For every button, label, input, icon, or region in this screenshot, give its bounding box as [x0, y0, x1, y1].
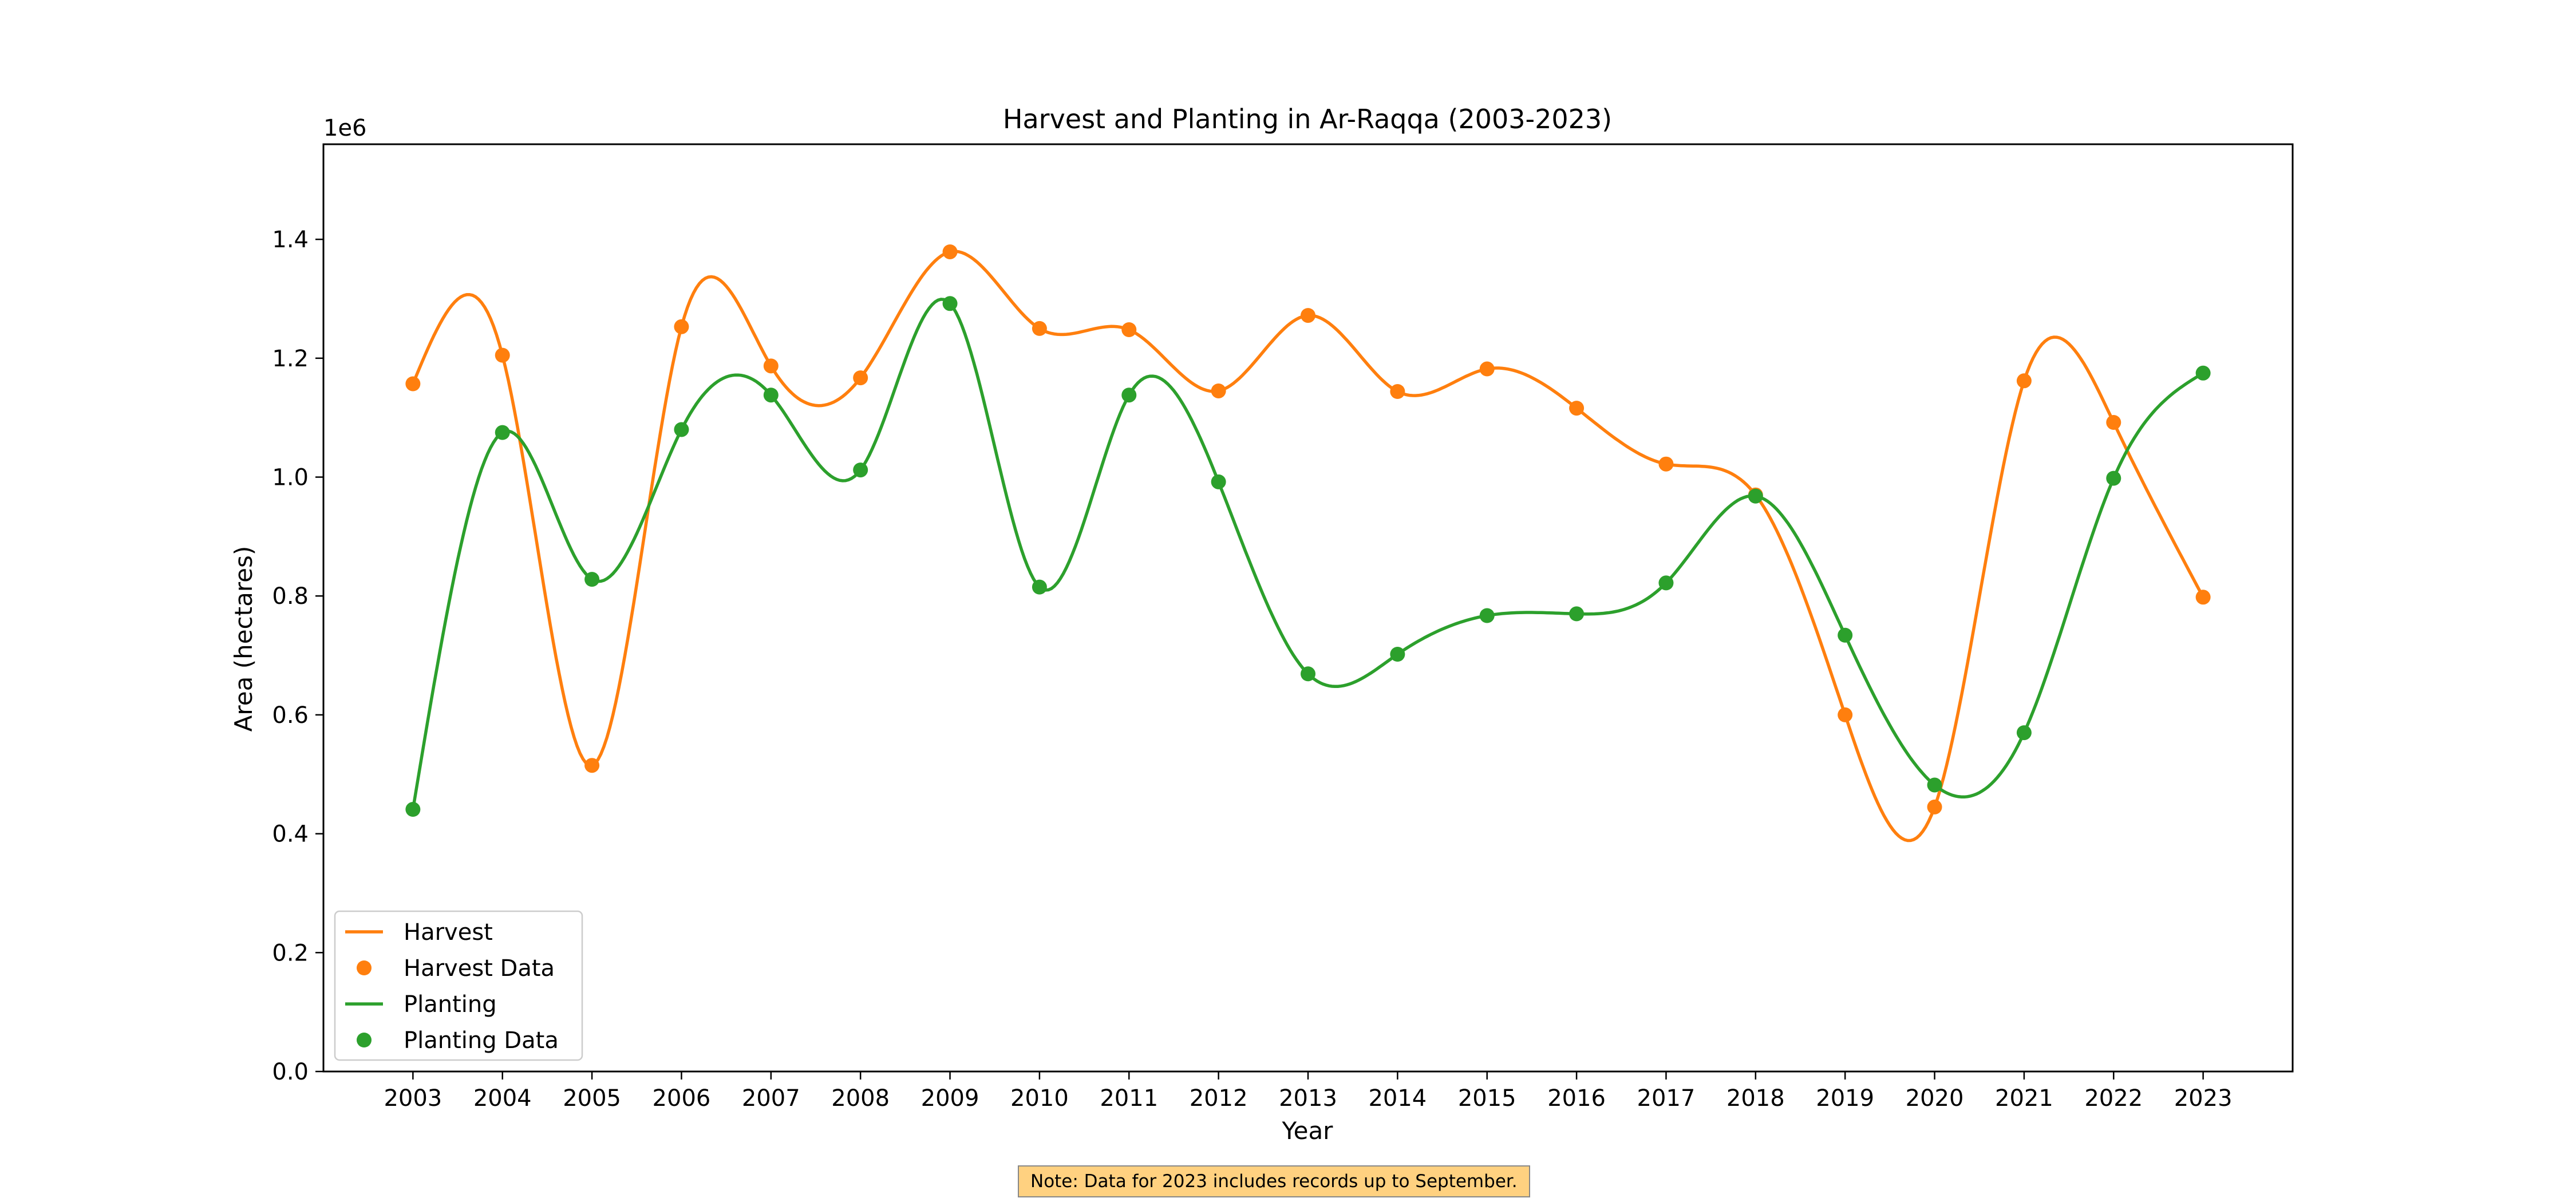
legend-label: Planting: [404, 991, 497, 1018]
data-point-harvest: [1121, 322, 1137, 337]
legend-marker-swatch: [357, 1033, 372, 1047]
data-point-harvest: [674, 319, 689, 334]
chart-title: Harvest and Planting in Ar-Raqqa (2003-2…: [1003, 104, 1612, 135]
x-tick-label: 2015: [1458, 1085, 1516, 1112]
x-tick-label: 2020: [1906, 1085, 1964, 1112]
data-point-harvest: [1927, 799, 1942, 814]
data-point-harvest: [405, 376, 421, 392]
legend-label: Planting Data: [404, 1027, 559, 1054]
data-point-harvest: [853, 370, 868, 386]
plot-frame: [322, 143, 2294, 1073]
y-tick-label: 0.6: [272, 702, 309, 729]
x-tick-label: 2023: [2174, 1085, 2233, 1112]
x-tick-label: 2010: [1010, 1085, 1069, 1112]
data-point-planting: [1838, 627, 1853, 643]
note-annotation: Note: Data for 2023 includes records up …: [1018, 1165, 1530, 1197]
series-line-harvest: [411, 250, 2205, 843]
data-point-planting: [2195, 365, 2211, 381]
data-point-harvest: [1658, 456, 1674, 472]
y-tick-label: 1.2: [272, 346, 309, 372]
y-tick-label: 0.8: [272, 583, 309, 610]
x-tick-label: 2012: [1190, 1085, 1248, 1112]
data-point-harvest: [1479, 361, 1495, 377]
data-point-planting: [405, 802, 421, 817]
x-tick-label: 2018: [1726, 1085, 1785, 1112]
x-tick-label: 2017: [1637, 1085, 1696, 1112]
x-tick-label: 2008: [831, 1085, 890, 1112]
x-tick-label: 2013: [1279, 1085, 1337, 1112]
data-point-planting: [2106, 470, 2121, 486]
data-point-harvest: [1032, 321, 1047, 336]
data-point-planting: [853, 462, 868, 478]
x-tick-label: 2011: [1100, 1085, 1158, 1112]
legend-box: [334, 910, 583, 1061]
x-tick-label: 2005: [563, 1085, 621, 1112]
x-tick-label: 2003: [384, 1085, 442, 1112]
data-point-harvest: [1301, 308, 1315, 323]
x-axis-ticks: 2003 2004 2005 2006 2007 2008 2009 2010 2011 2012…: [384, 1071, 2233, 1112]
data-point-harvest: [942, 244, 958, 259]
data-point-planting: [763, 388, 779, 403]
legend-label: Harvest Data: [404, 955, 555, 982]
data-point-planting: [942, 296, 958, 311]
y-tick-label: 0.4: [272, 821, 309, 848]
x-tick-label: 2004: [473, 1085, 532, 1112]
x-tick-label: 2006: [653, 1085, 711, 1112]
data-point-harvest: [2016, 373, 2032, 389]
data-point-planting: [1301, 666, 1315, 682]
x-tick-label: 2021: [1995, 1085, 2053, 1112]
x-tick-label: 2016: [1547, 1085, 1606, 1112]
data-point-planting: [1748, 488, 1763, 504]
data-point-planting: [1121, 388, 1137, 403]
y-tick-label: 0.0: [272, 1059, 309, 1085]
data-point-planting: [1211, 474, 1226, 489]
x-tick-label: 2019: [1816, 1085, 1874, 1112]
data-point-harvest: [1569, 401, 1585, 416]
x-tick-label: 2014: [1368, 1085, 1427, 1112]
x-axis-label: Year: [1282, 1117, 1334, 1145]
data-point-harvest: [1390, 384, 1405, 399]
data-point-harvest: [2106, 415, 2121, 430]
data-point-harvest: [584, 758, 600, 773]
data-point-harvest: [2195, 590, 2211, 605]
legend: Harvest Harvest Data Planting Planting Data: [334, 910, 583, 1061]
x-tick-label: 2022: [2084, 1085, 2143, 1112]
legend-label: Harvest: [404, 919, 493, 946]
y-axis-ticks: 0.0 0.2 0.4 0.6 0.8 1.0 1.2 1.4: [272, 227, 323, 1085]
data-point-harvest: [1838, 707, 1853, 722]
y-tick-label: 1.4: [272, 227, 309, 253]
data-point-planting: [1390, 647, 1405, 662]
data-point-planting: [674, 422, 689, 437]
series-layer: [405, 244, 2211, 843]
data-point-planting: [2016, 725, 2032, 741]
y-tick-label: 1.0: [272, 465, 309, 491]
data-point-planting: [1569, 606, 1585, 622]
y-axis-label: Area (hectares): [230, 546, 258, 732]
data-point-planting: [1032, 579, 1047, 595]
data-point-harvest: [1211, 383, 1226, 398]
data-point-planting: [1927, 777, 1942, 793]
data-point-harvest: [495, 347, 510, 363]
series-line-planting: [411, 298, 2204, 810]
x-tick-label: 2007: [742, 1085, 800, 1112]
data-point-harvest: [763, 358, 779, 374]
data-point-planting: [1479, 608, 1495, 623]
data-point-planting: [584, 572, 600, 587]
legend-marker-swatch: [357, 960, 372, 975]
data-point-planting: [495, 425, 510, 440]
y-tick-label: 0.2: [272, 940, 309, 966]
x-tick-label: 2009: [921, 1085, 979, 1112]
y-axis-offset-label: 1e6: [323, 115, 367, 141]
data-point-planting: [1658, 575, 1674, 591]
